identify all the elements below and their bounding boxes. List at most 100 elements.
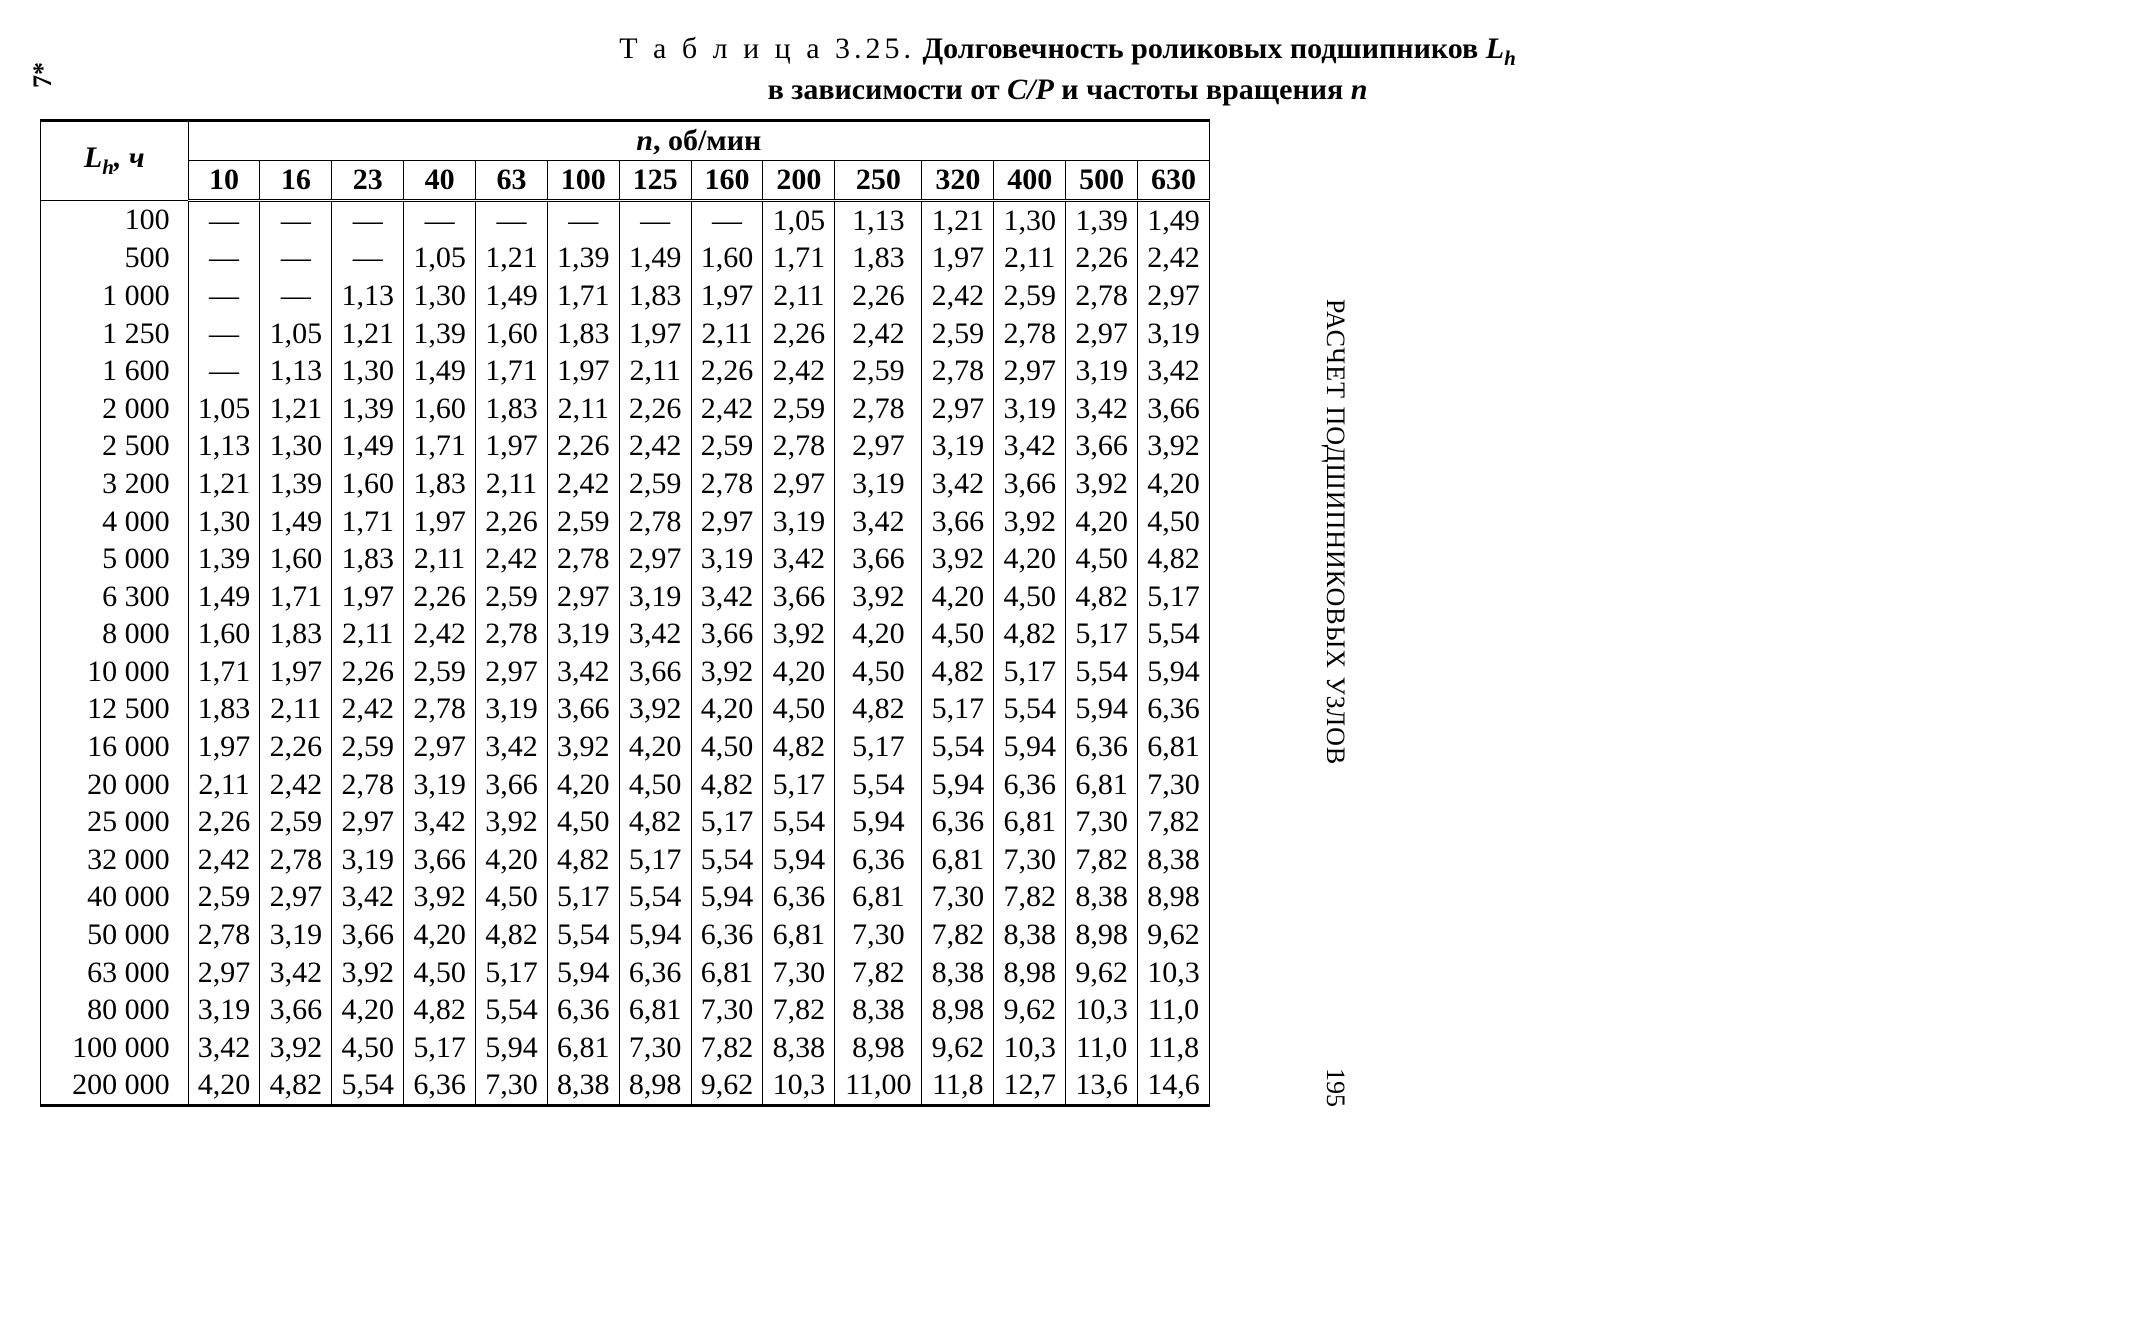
caption-line2-suffix: и частоты вращения xyxy=(1054,73,1351,106)
data-cell: 4,20 xyxy=(691,690,763,728)
data-cell: 1,49 xyxy=(1138,200,1210,239)
data-cell: 5,94 xyxy=(763,841,835,879)
data-cell: 6,36 xyxy=(763,878,835,916)
data-cell: 8,38 xyxy=(1138,841,1210,879)
data-cell: 7,30 xyxy=(994,841,1066,879)
data-cell: 9,62 xyxy=(691,1066,763,1105)
row-label: 16 000 xyxy=(41,728,189,766)
table-row: 2 0001,051,211,391,601,832,112,262,422,5… xyxy=(41,390,1210,428)
data-cell: 3,42 xyxy=(1138,352,1210,390)
data-cell: 4,50 xyxy=(994,578,1066,616)
data-cell: 4,20 xyxy=(763,653,835,691)
data-cell: 3,92 xyxy=(404,878,476,916)
data-cell: 1,49 xyxy=(404,352,476,390)
row-header-symbol: Lh xyxy=(84,141,114,174)
data-cell: 3,42 xyxy=(476,728,548,766)
data-cell: 1,13 xyxy=(188,427,260,465)
data-cell: 2,42 xyxy=(547,465,619,503)
column-header: 630 xyxy=(1138,160,1210,200)
data-cell: 6,81 xyxy=(922,841,994,879)
column-header: 63 xyxy=(476,160,548,200)
data-cell: 4,82 xyxy=(1138,540,1210,578)
row-label: 40 000 xyxy=(41,878,189,916)
column-header: 10 xyxy=(188,160,260,200)
data-cell: 1,97 xyxy=(260,653,332,691)
data-cell: 2,78 xyxy=(922,352,994,390)
data-cell: 3,19 xyxy=(260,916,332,954)
data-cell: 2,59 xyxy=(260,803,332,841)
data-cell: 7,82 xyxy=(691,1029,763,1067)
data-cell: 5,94 xyxy=(547,954,619,992)
data-cell: 1,60 xyxy=(476,315,548,353)
data-cell: 2,97 xyxy=(922,390,994,428)
data-cell: 3,92 xyxy=(547,728,619,766)
data-cell: 8,98 xyxy=(1066,916,1138,954)
data-cell: 3,42 xyxy=(691,578,763,616)
data-cell: 4,20 xyxy=(188,1066,260,1105)
data-cell: 1,71 xyxy=(332,503,404,541)
data-cell: 3,92 xyxy=(835,578,922,616)
data-cell: — xyxy=(619,200,691,239)
caption-line2-prefix: в зависимости от xyxy=(768,73,1008,106)
data-cell: 5,17 xyxy=(691,803,763,841)
column-header: 23 xyxy=(332,160,404,200)
data-cell: 9,62 xyxy=(1138,916,1210,954)
data-cell: 2,78 xyxy=(994,315,1066,353)
table-row: 500———1,051,211,391,491,601,711,831,972,… xyxy=(41,239,1210,277)
data-cell: 1,05 xyxy=(188,390,260,428)
data-cell: 8,38 xyxy=(922,954,994,992)
data-cell: 4,82 xyxy=(691,766,763,804)
caption-n: n xyxy=(1351,73,1368,106)
data-cell: 4,20 xyxy=(476,841,548,879)
table-row: 40 0002,592,973,423,924,505,175,545,946,… xyxy=(41,878,1210,916)
row-label: 2 500 xyxy=(41,427,189,465)
data-cell: 3,42 xyxy=(1066,390,1138,428)
data-cell: 1,49 xyxy=(619,239,691,277)
data-cell: 5,54 xyxy=(922,728,994,766)
data-cell: 2,42 xyxy=(763,352,835,390)
data-cell: 3,66 xyxy=(332,916,404,954)
data-cell: 1,60 xyxy=(332,465,404,503)
data-cell: 6,81 xyxy=(835,878,922,916)
column-header: 125 xyxy=(619,160,691,200)
data-cell: 1,49 xyxy=(476,277,548,315)
row-label: 3 200 xyxy=(41,465,189,503)
data-cell: 2,42 xyxy=(835,315,922,353)
data-cell: 4,20 xyxy=(404,916,476,954)
data-cell: — xyxy=(188,352,260,390)
table-row: 1 000——1,131,301,491,711,831,972,112,262… xyxy=(41,277,1210,315)
column-header: 250 xyxy=(835,160,922,200)
data-cell: 2,59 xyxy=(332,728,404,766)
data-cell: 5,94 xyxy=(1138,653,1210,691)
data-cell: 10,3 xyxy=(763,1066,835,1105)
data-cell: 2,11 xyxy=(994,239,1066,277)
data-cell: 1,71 xyxy=(188,653,260,691)
row-label: 80 000 xyxy=(41,991,189,1029)
data-cell: 11,0 xyxy=(1066,1029,1138,1067)
data-cell: 2,97 xyxy=(619,540,691,578)
row-label: 4 000 xyxy=(41,503,189,541)
data-cell: 8,98 xyxy=(1138,878,1210,916)
data-cell: 2,11 xyxy=(547,390,619,428)
table-row: 6 3001,491,711,972,262,592,973,193,423,6… xyxy=(41,578,1210,616)
data-cell: 2,59 xyxy=(476,578,548,616)
data-cell: 10,3 xyxy=(1066,991,1138,1029)
data-cell: — xyxy=(691,200,763,239)
data-cell: 9,62 xyxy=(922,1029,994,1067)
data-cell: 2,97 xyxy=(476,653,548,691)
data-cell: 5,54 xyxy=(1066,653,1138,691)
data-cell: 2,78 xyxy=(476,615,548,653)
row-label: 32 000 xyxy=(41,841,189,879)
data-cell: 2,42 xyxy=(260,766,332,804)
data-cell: 3,42 xyxy=(547,653,619,691)
data-cell: 1,71 xyxy=(404,427,476,465)
table-row: 20 0002,112,422,783,193,664,204,504,825,… xyxy=(41,766,1210,804)
data-cell: 4,20 xyxy=(332,991,404,1029)
table-row: 200 0004,204,825,546,367,308,388,989,621… xyxy=(41,1066,1210,1105)
data-cell: 2,26 xyxy=(260,728,332,766)
data-cell: 2,97 xyxy=(260,878,332,916)
data-cell: 2,78 xyxy=(619,503,691,541)
data-cell: 2,97 xyxy=(547,578,619,616)
row-label: 25 000 xyxy=(41,803,189,841)
data-cell: 4,20 xyxy=(619,728,691,766)
